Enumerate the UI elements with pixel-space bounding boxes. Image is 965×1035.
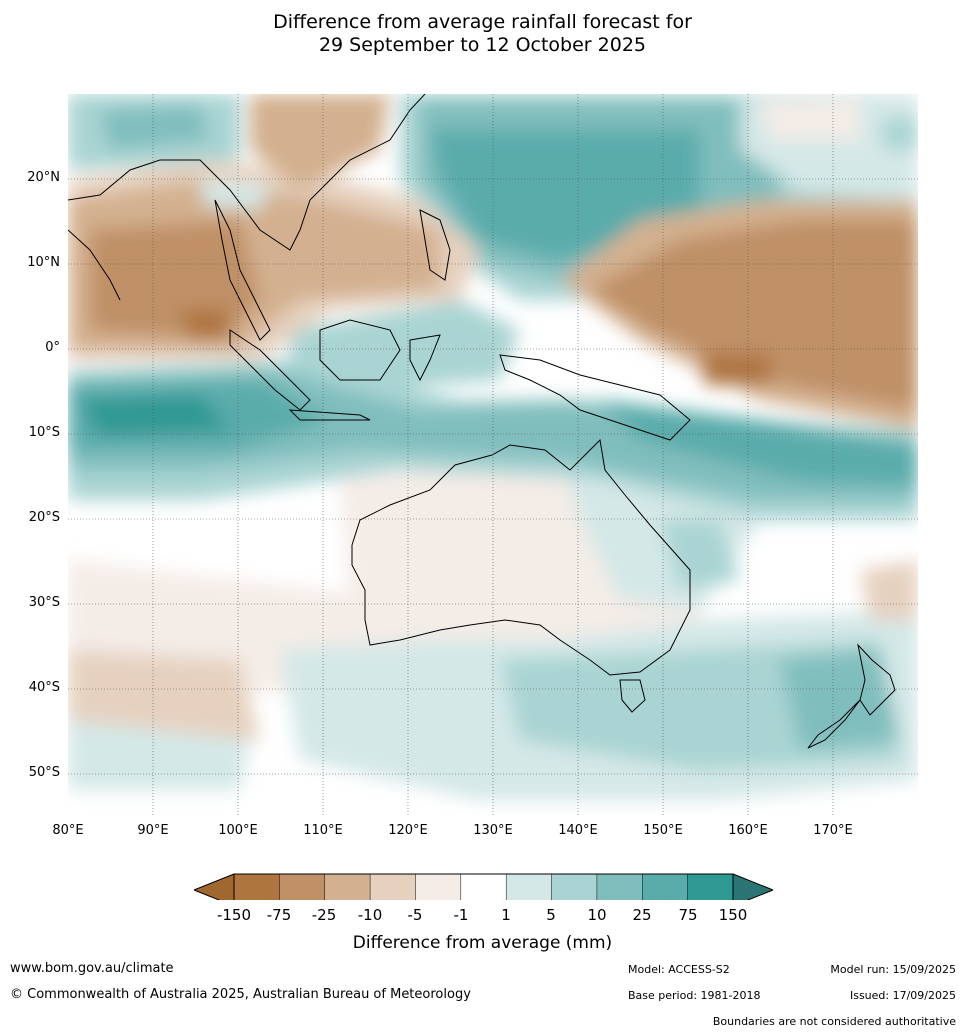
lon-label-130e: 130°E — [473, 823, 513, 838]
philippines-coast — [419, 209, 451, 281]
copyright-notice: © Commonwealth of Australia 2025, Austra… — [10, 987, 471, 1002]
colorbar-segment — [551, 873, 598, 900]
colorbar-tick-label: -25 — [311, 906, 337, 924]
colorbar-tick-label: 25 — [632, 906, 652, 924]
colorbar-segment — [324, 873, 371, 900]
colorbar-extend-high — [733, 874, 773, 900]
lat-label-20n: 20°N — [27, 170, 60, 185]
colorbar-frame — [233, 873, 734, 900]
colorbar-title: Difference from average (mm) — [352, 933, 613, 953]
colorbar-segment — [596, 873, 644, 900]
colorbar — [193, 873, 774, 900]
lon-label-120e: 120°E — [388, 823, 428, 838]
colorbar-tick-label: -150 — [216, 906, 252, 924]
boundary-disclaimer: Boundaries are not considered authoritat… — [712, 1015, 956, 1028]
lat-label-40s: 40°S — [28, 680, 60, 695]
colorbar-tick-label: -75 — [266, 906, 292, 924]
anomaly-field — [68, 94, 918, 800]
sulawesi-coast — [409, 334, 441, 382]
colorbar-segment — [279, 873, 326, 900]
asia-coast — [68, 94, 426, 251]
colorbar-segment — [687, 873, 734, 900]
lon-label-100e: 100°E — [218, 823, 258, 838]
tasmania-coast — [619, 679, 646, 713]
rainfall-anomaly-map — [68, 94, 918, 900]
india-coast — [68, 229, 121, 301]
issued-date: Issued: 17/09/2025 — [849, 989, 956, 1002]
borneo-coast — [319, 319, 401, 381]
colorbar-segment — [505, 873, 553, 900]
lat-label-10n: 10°N — [27, 255, 60, 270]
colorbar-tick-label: 10 — [587, 906, 607, 924]
graticule — [68, 94, 918, 816]
lon-label-80e: 80°E — [52, 823, 84, 838]
colorbar-tick-label: -5 — [407, 906, 423, 924]
colorbar-tick-label: -1 — [453, 906, 469, 924]
lat-label-30s: 30°S — [28, 595, 60, 610]
malay-peninsula — [214, 199, 271, 341]
lat-label-20s: 20°S — [28, 510, 60, 525]
lon-label-160e: 160°E — [728, 823, 768, 838]
model-name: Model: ACCESS-S2 — [628, 963, 730, 976]
java-coast — [288, 409, 371, 421]
colorbar-tick-label: 150 — [718, 906, 748, 924]
sumatra-coast — [229, 329, 311, 411]
lat-label-0: 0° — [45, 340, 60, 355]
lon-label-110e: 110°E — [303, 823, 343, 838]
colorbar-segment — [415, 873, 462, 900]
colorbar-tick-label: 75 — [678, 906, 698, 924]
colorbar-tick-label: 1 — [501, 906, 511, 924]
nz-south-island — [807, 699, 861, 749]
colorbar-segment — [233, 873, 281, 900]
lon-label-90e: 90°E — [137, 823, 169, 838]
nz-north-island — [857, 643, 896, 716]
colorbar-segments — [233, 873, 734, 900]
map-area — [68, 94, 918, 816]
map-title: Difference from average rainfall forecas… — [273, 11, 692, 33]
colorbar-segment — [642, 873, 689, 900]
lon-label-150e: 150°E — [643, 823, 683, 838]
model-run-date: Model run: 15/09/2025 — [830, 963, 956, 976]
australia-coast — [351, 438, 691, 676]
lon-label-140e: 140°E — [558, 823, 598, 838]
colorbar-segment — [460, 873, 507, 900]
new-guinea-coast — [499, 354, 691, 441]
lat-label-50s: 50°S — [28, 765, 60, 780]
lat-label-10s: 10°S — [28, 425, 60, 440]
map-subtitle: 29 September to 12 October 2025 — [318, 34, 647, 56]
bom-url: www.bom.gov.au/climate — [10, 961, 174, 976]
colorbar-tick-label: 5 — [546, 906, 556, 924]
colorbar-extend-low — [194, 874, 234, 900]
colorbar-segment — [369, 873, 417, 900]
coastlines — [68, 94, 896, 749]
base-period: Base period: 1981-2018 — [628, 989, 761, 1002]
lon-label-170e: 170°E — [813, 823, 853, 838]
colorbar-tick-label: -10 — [357, 906, 383, 924]
